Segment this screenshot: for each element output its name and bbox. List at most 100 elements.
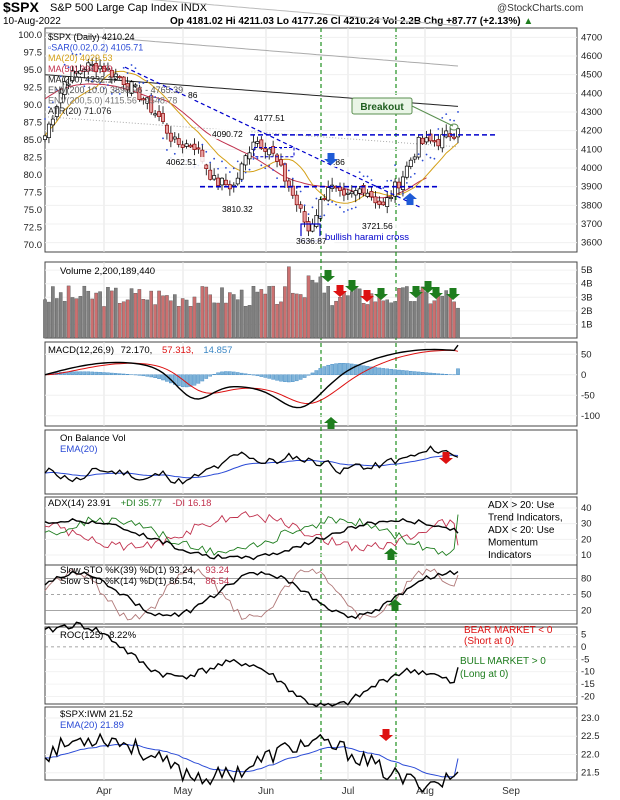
macd-histogram-bar: [94, 371, 98, 375]
month-label-jul: Jul: [342, 786, 355, 797]
candle-up: [58, 92, 63, 104]
candle-down: [361, 184, 366, 194]
candle-down: [290, 185, 295, 196]
adx-note-line: ADX > 20: Use: [488, 500, 555, 511]
candle-up: [74, 71, 79, 74]
volume-bar: [102, 306, 106, 339]
change-arrow: ▲: [523, 16, 534, 27]
macd-histogram-bar: [263, 374, 268, 378]
volume-bar: [192, 296, 197, 339]
macd-histogram-bar: [436, 373, 441, 375]
sto39-legend-item: 93.24: [205, 565, 229, 576]
candle-down: [164, 124, 169, 134]
minus-di-line: [44, 511, 459, 552]
macd-histogram-bar: [157, 374, 161, 380]
macd-histogram-bar: [145, 374, 150, 377]
candle-down: [141, 98, 146, 101]
volume-bar: [444, 290, 449, 339]
candle-down: [373, 196, 378, 204]
sar-dot: [75, 53, 78, 56]
volume-bar: [456, 307, 460, 339]
candle-up: [235, 177, 240, 185]
right-axis-tick: 3700: [581, 219, 602, 230]
candle-down: [204, 164, 209, 169]
macd-legend-item: 14.857: [203, 345, 232, 356]
candle-up: [82, 69, 87, 72]
ratio-ema-legend: EMA(20) 21.89: [60, 720, 124, 731]
candle-up: [78, 70, 83, 75]
sto39-legend-item: Slow STO %K(39) %D(1) 93.24,: [60, 565, 196, 576]
sar-dot: [362, 175, 365, 178]
candle-down: [168, 132, 173, 142]
green-arrow-down: [446, 288, 460, 300]
sar-dot: [346, 209, 349, 211]
macd-histogram-bar: [330, 364, 334, 375]
obv-line: [44, 445, 459, 485]
sar-dot: [110, 92, 113, 95]
main-legend-item: MA(200) 4332.17: [48, 74, 118, 84]
macd-legend-item: 72.170,: [121, 345, 153, 356]
roc-bull-note: (Long at 0): [460, 669, 508, 680]
macd-histogram-bar: [322, 366, 327, 375]
adx-legend-item: +DI 35.77: [121, 498, 162, 509]
sar-dot: [248, 168, 251, 171]
macd-histogram-bar: [228, 371, 232, 375]
volume-axis-tick: 2B: [581, 306, 593, 317]
adx-legend-item: ADX(14) 23.91: [48, 498, 111, 509]
volume-bar: [161, 295, 165, 339]
roc-axis-tick: -10: [581, 667, 595, 678]
harami-label: bullish harami cross: [325, 232, 409, 243]
candle-down: [436, 139, 441, 147]
volume-bar: [373, 301, 378, 339]
macd-histogram-bar: [283, 374, 287, 382]
sar-dot: [299, 190, 302, 193]
sar-dot: [350, 207, 353, 210]
macd-histogram-bar: [176, 374, 181, 386]
left-axis-tick: 95.0: [24, 65, 43, 76]
candle-down: [188, 144, 193, 148]
right-axis-tick: 4300: [581, 107, 602, 118]
volume-bar: [314, 282, 319, 339]
volume-bar: [452, 301, 456, 339]
macd-histogram-bar: [70, 371, 75, 375]
main-legend-item: ENV(200,10.0) 3898.96 - 4765.39: [48, 85, 183, 95]
ticker-name: S&P 500 Large Cap Index INDX: [50, 2, 207, 14]
adx-note-line: Indicators: [488, 550, 531, 561]
volume-bar: [267, 286, 272, 339]
macd-histogram-bar: [102, 372, 106, 375]
right-axis-tick: 4400: [581, 88, 602, 99]
sar-dot: [366, 175, 369, 178]
macd-axis-tick: 0: [581, 370, 586, 381]
candle-up: [404, 165, 409, 178]
candle-up: [357, 188, 362, 194]
macd-histogram-bar: [405, 370, 409, 375]
macd-histogram-bar: [389, 369, 393, 375]
month-label-jun: Jun: [258, 786, 274, 797]
volume-bar: [342, 291, 346, 339]
macd-histogram-bar: [216, 372, 220, 375]
macd-histogram-bar: [416, 371, 421, 375]
macd-histogram-bar: [424, 372, 429, 375]
sar-dot: [166, 149, 168, 151]
macd-histogram-bar: [255, 374, 260, 377]
macd-histogram-bar: [200, 374, 205, 382]
price-level-label: 4177.51: [254, 113, 285, 123]
sar-dot: [79, 53, 82, 55]
month-label-may: May: [174, 786, 193, 797]
candle-down: [341, 189, 346, 196]
volume-bar: [82, 285, 87, 339]
macd-histogram-bar: [314, 370, 319, 375]
left-axis-tick: 92.5: [24, 83, 43, 94]
macd-axis-tick: 50: [581, 349, 592, 360]
sar-dot: [339, 206, 341, 209]
macd-histogram-bar: [239, 372, 244, 375]
red-arrow-down: [379, 729, 393, 741]
sar-dot: [405, 182, 408, 184]
volume-bar: [74, 298, 79, 339]
breakout-marker: [449, 123, 459, 131]
right-axis-tick: 3900: [581, 182, 602, 193]
main-legend-item: ▫SAR(0.02,0.2) 4105.71: [48, 43, 143, 53]
candle-down: [263, 148, 268, 152]
volume-bar: [318, 276, 323, 339]
ratio-axis-tick: 23.0: [581, 713, 600, 724]
